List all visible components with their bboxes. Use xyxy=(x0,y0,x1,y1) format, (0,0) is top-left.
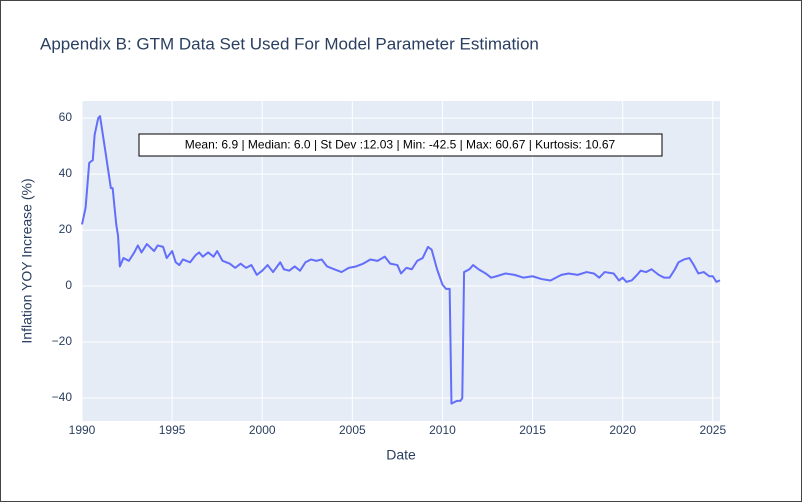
x-tick-label: 2005 xyxy=(339,423,366,437)
marks xyxy=(81,115,721,405)
x-tick-label: 2025 xyxy=(699,423,726,437)
y-axis-label: Inflation YOY Increase (%) xyxy=(19,178,35,343)
line xyxy=(81,115,721,405)
y-tick-label: −20 xyxy=(52,334,73,348)
y-tick-label: 60 xyxy=(59,110,73,124)
x-tick-label: 2020 xyxy=(609,423,636,437)
x-tick-label: 2000 xyxy=(249,423,276,437)
y-tick-label: −40 xyxy=(52,390,73,404)
y-tick-label: 0 xyxy=(65,278,72,292)
annotation-box xyxy=(138,133,663,157)
y-tick-label: 20 xyxy=(59,222,73,236)
annotation: Mean: 6.9 | Median: 6.0 | St Dev :12.03 … xyxy=(185,138,616,152)
x-tick-label: 2015 xyxy=(519,423,546,437)
y-tick-label: 40 xyxy=(59,166,73,180)
chart-title: Appendix B: GTM Data Set Used For Model … xyxy=(40,34,539,53)
x-axis-label: Date xyxy=(386,447,416,463)
x-tick-label: 1995 xyxy=(159,423,186,437)
x-tick-label: 1990 xyxy=(69,423,96,437)
x-tick-label: 2010 xyxy=(429,423,456,437)
